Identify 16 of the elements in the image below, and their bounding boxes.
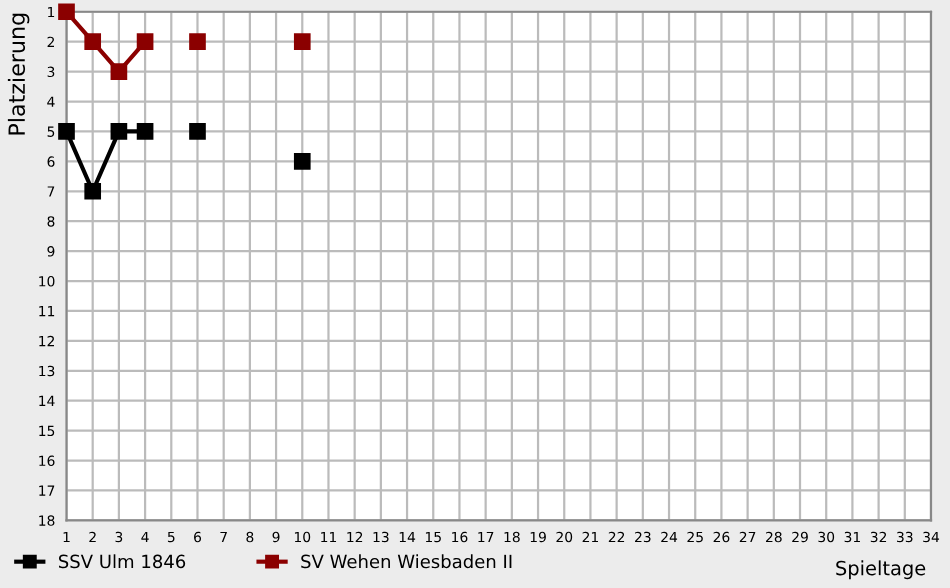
point	[189, 123, 206, 140]
y-axis-title: Platzierung	[7, 13, 30, 135]
point	[58, 3, 75, 21]
point	[110, 63, 128, 80]
legend-label: SV Wehen Wiesbaden II	[301, 554, 512, 569]
point	[110, 123, 128, 140]
x-axis-title: Spieltage	[836, 560, 926, 580]
point	[58, 123, 75, 140]
point	[293, 153, 311, 170]
legend-label: SSV Ulm 1846	[58, 554, 186, 569]
point	[136, 123, 154, 140]
point	[84, 33, 102, 51]
point	[293, 33, 311, 51]
point	[84, 182, 102, 200]
point	[189, 33, 206, 51]
point	[136, 33, 154, 51]
